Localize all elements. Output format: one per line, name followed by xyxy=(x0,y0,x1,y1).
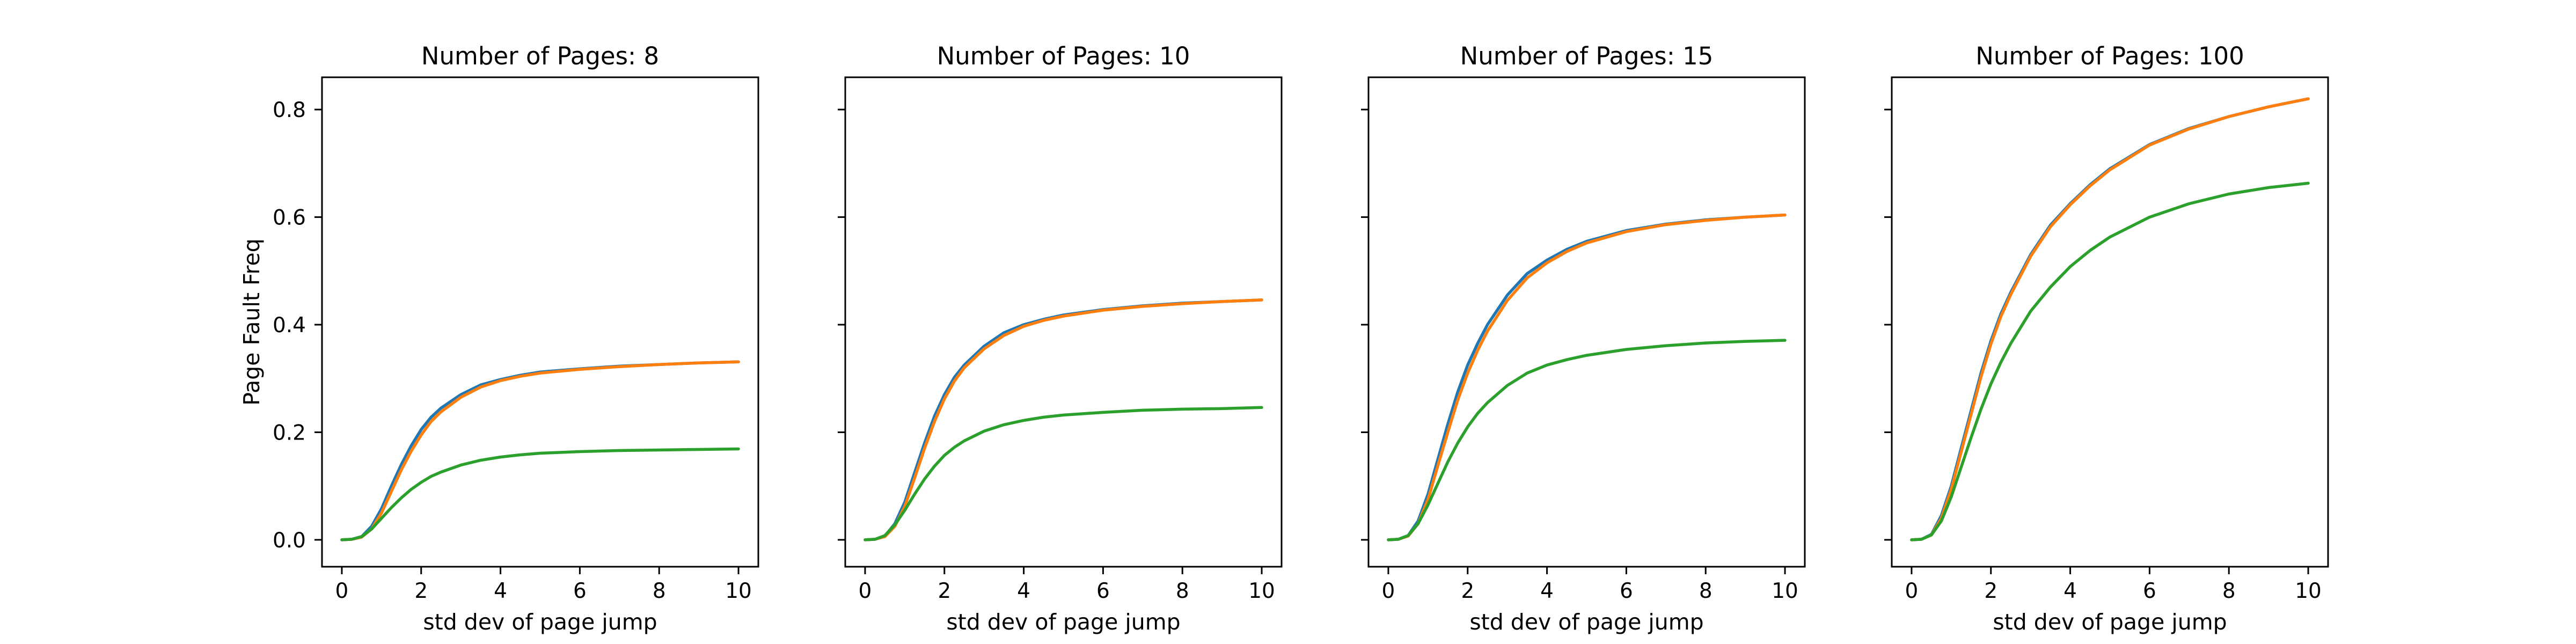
x-tick-label: 10 xyxy=(1248,579,1275,603)
x-tick-label: 2 xyxy=(414,579,428,603)
x-tick-label: 0 xyxy=(335,579,349,603)
x-tick-label: 2 xyxy=(1984,579,1997,603)
x-tick-label: 4 xyxy=(2063,579,2077,603)
x-axis-label: std dev of page jump xyxy=(946,609,1180,635)
axes-frame xyxy=(1891,76,2329,568)
x-tick-label: 10 xyxy=(1772,579,1798,603)
panel-3: 0 2 4 6 8 10 Number of Pages: 15 std dev of pag… xyxy=(1361,42,1806,635)
series-line-2 xyxy=(863,298,1263,541)
x-tick-label: 8 xyxy=(1176,579,1189,603)
series-line-1 xyxy=(863,298,1263,541)
y-tick-label: 0.4 xyxy=(273,313,306,338)
series-line-3 xyxy=(340,447,740,541)
x-tick-label: 6 xyxy=(2143,579,2156,603)
y-tick-label: 0.8 xyxy=(273,98,306,122)
x-tick-label: 8 xyxy=(653,579,666,603)
x-tick-label: 10 xyxy=(2295,579,2322,603)
chart-title: Number of Pages: 100 xyxy=(1975,42,2244,70)
series-line-2 xyxy=(1910,97,2310,541)
x-tick-label: 0 xyxy=(1905,579,1919,603)
axes-frame xyxy=(1367,76,1806,568)
x-tick-label: 4 xyxy=(494,579,507,603)
x-tick-label: 4 xyxy=(1017,579,1030,603)
axes-frame xyxy=(321,76,759,568)
x-tick-label: 6 xyxy=(1620,579,1633,603)
y-axis-label: Page Fault Freq xyxy=(239,238,265,406)
panel-1: 0 2 4 6 8 10 0.0 0.2 0.4 0.6 0.8 Number of Pages: 8… xyxy=(239,42,759,635)
panel-2: 0 2 4 6 8 10 Number of Pages: 10 std dev of pag… xyxy=(838,42,1283,635)
chart-title: Number of Pages: 15 xyxy=(1460,42,1714,70)
series-line-1 xyxy=(1910,97,2310,541)
x-tick-label: 0 xyxy=(859,579,872,603)
series-line-2 xyxy=(1387,213,1787,541)
x-tick-label: 0 xyxy=(1382,579,1395,603)
x-axis-label: std dev of page jump xyxy=(1469,609,1703,635)
x-tick-label: 6 xyxy=(573,579,587,603)
x-axis-label: std dev of page jump xyxy=(1993,609,2227,635)
x-tick-label: 2 xyxy=(938,579,951,603)
x-tick-label: 8 xyxy=(2222,579,2236,603)
x-tick-label: 8 xyxy=(1699,579,1713,603)
y-tick-label: 0.0 xyxy=(273,529,306,553)
panel-4: 0 2 4 6 8 10 Number of Pages: 100 std dev of pa… xyxy=(1884,42,2329,635)
axes-frame xyxy=(844,76,1283,568)
x-tick-label: 10 xyxy=(725,579,752,603)
x-tick-label: 2 xyxy=(1461,579,1474,603)
x-tick-label: 4 xyxy=(1540,579,1554,603)
series-line-1 xyxy=(1387,213,1787,541)
chart-title: Number of Pages: 8 xyxy=(421,42,659,70)
y-tick-label: 0.2 xyxy=(273,421,306,445)
series-line-3 xyxy=(863,406,1263,541)
x-tick-label: 6 xyxy=(1096,579,1110,603)
x-axis-label: std dev of page jump xyxy=(423,609,657,635)
series-line-3 xyxy=(1910,181,2310,541)
y-tick-label: 0.6 xyxy=(273,206,306,230)
chart-title: Number of Pages: 10 xyxy=(937,42,1190,70)
series-line-3 xyxy=(1387,339,1787,541)
